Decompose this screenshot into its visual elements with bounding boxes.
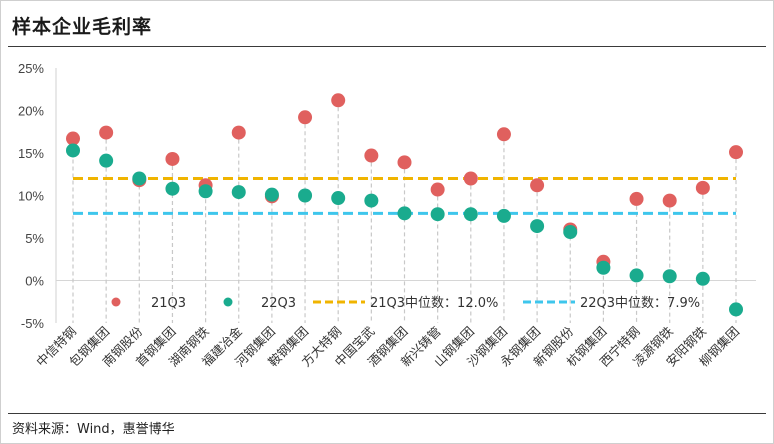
legend-label-22q3-median: 22Q3中位数：7.9% [580,296,700,311]
y-tick-label: 25% [18,61,44,76]
data-point-22q3 [430,207,445,222]
legend-marker-22q3 [223,297,233,307]
data-point-21q3 [165,151,180,166]
y-tick-label: 5% [25,231,44,246]
data-point-21q3 [463,171,478,186]
data-point-22q3 [231,185,246,200]
data-point-22q3 [695,271,710,286]
data-point-22q3 [496,208,511,223]
data-point-21q3 [298,110,313,125]
data-point-21q3 [629,191,644,206]
data-point-21q3 [331,93,346,108]
data-point-22q3 [629,268,644,283]
source-note: 资料来源：Wind，惠誉博华 [12,422,175,437]
data-point-22q3 [397,206,412,221]
data-point-22q3 [66,143,80,158]
data-point-22q3 [331,191,346,206]
legend-label-21q3: 21Q3 [151,296,186,311]
data-point-22q3 [596,260,611,275]
y-tick-label: 0% [25,274,44,289]
legend-marker-21q3 [111,297,121,307]
data-point-22q3 [530,219,545,234]
y-tick-label: 15% [18,146,44,161]
data-point-22q3 [463,207,478,222]
legend-label-22q3: 22Q3 [261,296,296,311]
data-point-22q3 [729,302,743,317]
data-point-22q3 [662,269,677,284]
data-point-21q3 [662,193,677,208]
title-divider [8,46,766,47]
data-point-21q3 [695,180,710,195]
data-point-22q3 [563,225,578,240]
data-point-21q3 [66,131,80,146]
data-point-21q3 [364,148,379,163]
data-point-22q3 [198,184,213,199]
source-divider [8,413,766,414]
chart-title: 样本企业毛利率 [12,16,153,38]
data-point-21q3 [496,127,511,142]
data-point-21q3 [99,125,114,140]
data-point-21q3 [231,125,246,140]
data-point-22q3 [132,171,147,186]
data-point-22q3 [264,187,279,202]
data-point-22q3 [165,181,180,196]
y-tick-label: -5% [21,316,45,331]
data-point-21q3 [729,145,743,160]
data-point-21q3 [530,178,545,193]
data-point-22q3 [99,153,114,168]
data-point-22q3 [298,188,313,203]
legend-label-21q3-median: 21Q3中位数：12.0% [370,296,498,311]
data-point-22q3 [364,193,379,208]
data-point-21q3 [397,155,412,170]
y-tick-label: 20% [18,104,44,119]
y-tick-label: 10% [18,189,44,204]
data-point-21q3 [430,182,445,197]
